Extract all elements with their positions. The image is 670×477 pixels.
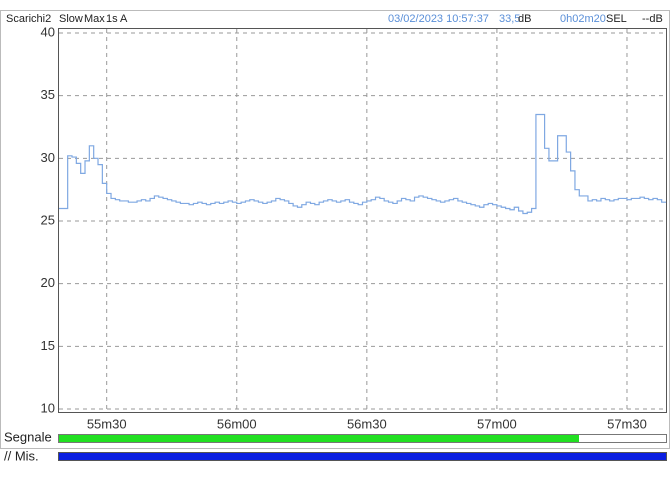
- y-tick-label: 15: [41, 338, 55, 353]
- x-tick-label: 57m30: [607, 416, 647, 431]
- header-duration: 0h02m20: [560, 13, 606, 25]
- signal-bar: [59, 435, 579, 442]
- level-line: [59, 113, 666, 215]
- x-tick-label: 57m00: [477, 416, 517, 431]
- y-tick-label: 35: [41, 87, 55, 102]
- header-datetime: 03/02/2023 10:57:37: [388, 13, 489, 25]
- header-item: Slow: [59, 13, 83, 25]
- y-tick-label: 40: [41, 24, 55, 39]
- y-tick-label: 25: [41, 212, 55, 227]
- header-level-unit: dB: [518, 13, 531, 25]
- y-tick-label: 20: [41, 275, 55, 290]
- y-tick-label: 30: [41, 150, 55, 165]
- x-tick-label: 56m30: [347, 416, 387, 431]
- header-item: Scarichi2: [6, 13, 51, 25]
- signal-label: Segnale: [4, 429, 52, 444]
- header-item: Max: [84, 13, 105, 25]
- measure-bar: [58, 452, 667, 461]
- x-tick-label: 55m30: [87, 416, 127, 431]
- header-sel-label: SEL: [606, 13, 627, 25]
- y-tick-label: 10: [41, 400, 55, 415]
- header-item: A: [120, 13, 128, 25]
- header-sel-value: --dB: [642, 13, 663, 25]
- measure-label: // Mis.: [4, 448, 39, 463]
- header-level: 33,5: [499, 13, 520, 25]
- plot-frame: [58, 28, 667, 413]
- x-tick-label: 56m00: [217, 416, 257, 431]
- window: [0, 10, 670, 449]
- header-item: 1s: [106, 13, 118, 25]
